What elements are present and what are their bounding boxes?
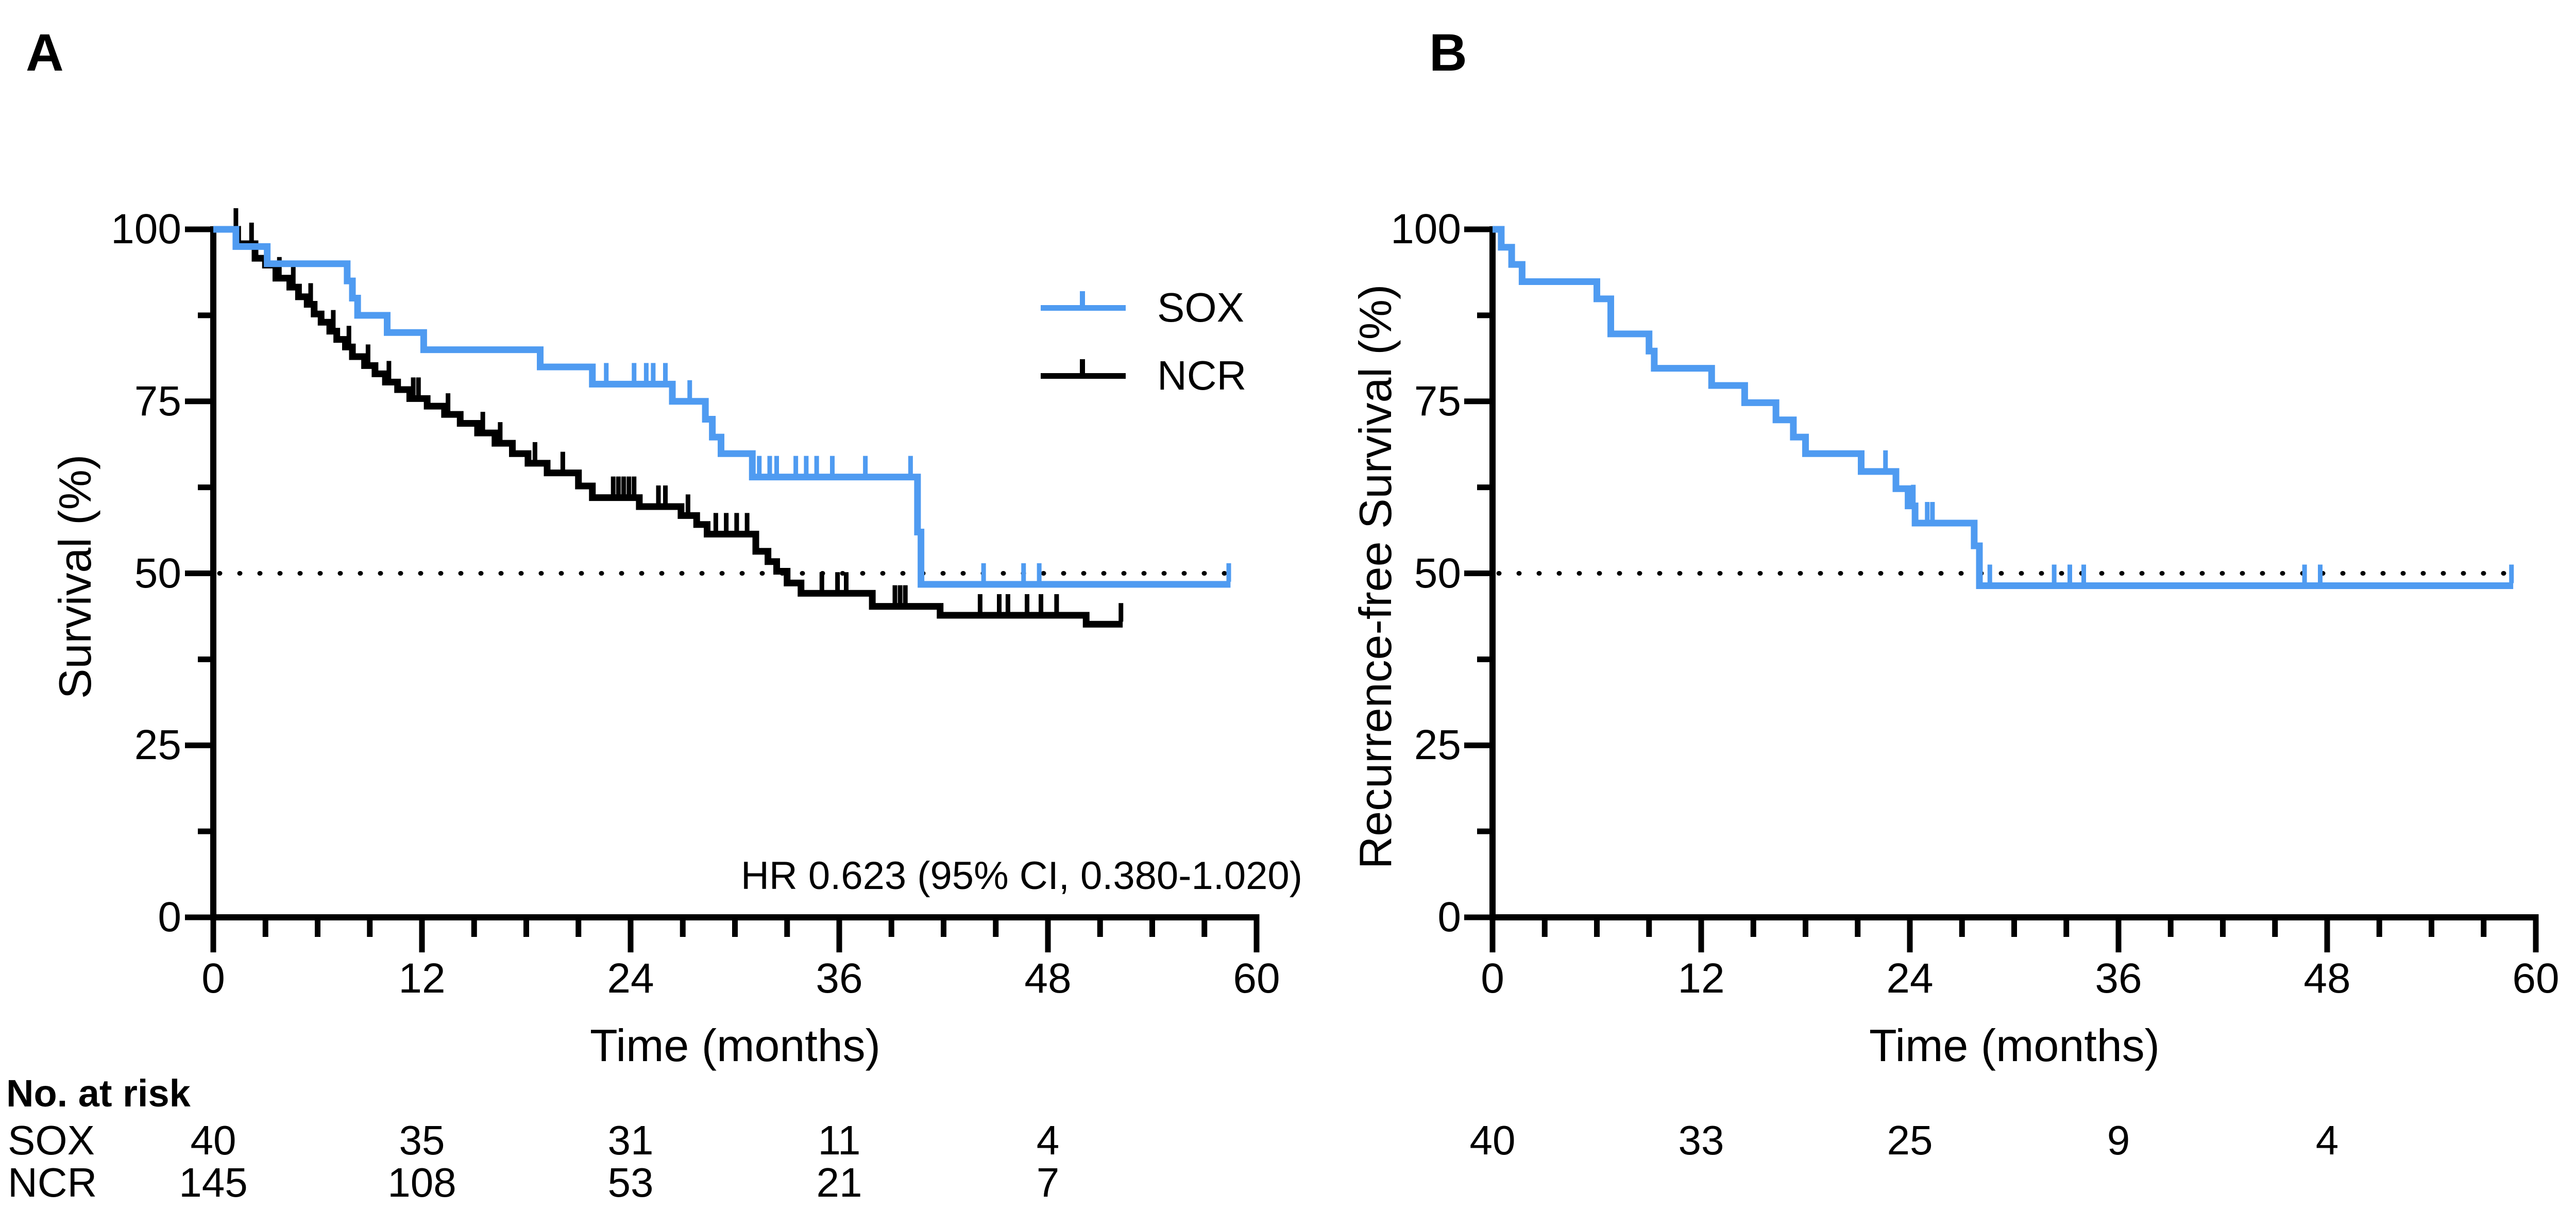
legend-line-ncr [1041, 373, 1126, 379]
y-tick-label: 0 [158, 894, 181, 941]
km-curve-sox [1493, 226, 2514, 590]
risk-count: 7 [1036, 1160, 1060, 1205]
y-tick-label: 50 [1414, 549, 1461, 597]
x-tick-label: 12 [398, 955, 446, 1002]
y-tick-label: 50 [134, 549, 181, 597]
legend-censor-tick-sox-icon [1080, 291, 1085, 308]
panel-b-x-axis-title: Time (months) [1869, 1020, 2160, 1071]
panel-a [185, 208, 1260, 952]
risk-count: 108 [387, 1160, 456, 1205]
km-curve-ncr [213, 226, 1123, 628]
x-tick-label: 12 [1677, 955, 1725, 1002]
x-tick-label: 48 [1024, 955, 1072, 1002]
risk-count: 31 [607, 1117, 654, 1163]
x-tick-label: 60 [2512, 955, 2560, 1002]
legend-label-ncr: NCR [1157, 353, 1247, 398]
y-tick-label: 0 [1437, 894, 1461, 941]
series-ncr [213, 208, 1124, 628]
risk-count: 53 [607, 1160, 654, 1205]
risk-count: 145 [179, 1160, 248, 1205]
risk-row-label-sox: SOX [8, 1117, 95, 1163]
x-tick-label: 36 [2095, 955, 2142, 1002]
legend-label-sox: SOX [1157, 284, 1244, 330]
series-sox [1493, 226, 2514, 590]
risk-count: 21 [816, 1160, 862, 1205]
no-at-risk-header: No. at risk [6, 1072, 191, 1115]
panel-a-x-axis-title: Time (months) [590, 1020, 880, 1071]
series-sox [213, 226, 1231, 588]
panel-b-letter: B [1429, 23, 1467, 82]
risk-count: 4 [1036, 1117, 1060, 1163]
panel-b [1464, 226, 2539, 952]
x-tick-label: 60 [1233, 955, 1280, 1002]
risk-count: 11 [818, 1117, 861, 1163]
risk-count: 33 [1678, 1117, 1724, 1163]
risk-count: 4 [2315, 1117, 2339, 1163]
risk-row-label-ncr: NCR [8, 1160, 97, 1205]
risk-count: 9 [2107, 1117, 2130, 1163]
panel-a-letter: A [26, 23, 64, 82]
y-tick-label: 75 [1414, 377, 1461, 425]
y-tick-label: 25 [134, 721, 181, 769]
x-tick-label: 24 [1886, 955, 1934, 1002]
y-tick-label: 100 [111, 206, 181, 253]
legend-censor-tick-ncr-icon [1080, 359, 1085, 376]
risk-count: 35 [399, 1117, 445, 1163]
risk-count: 40 [190, 1117, 236, 1163]
x-tick-label: 48 [2303, 955, 2351, 1002]
risk-count: 25 [1887, 1117, 1933, 1163]
hazard-ratio-annotation: HR 0.623 (95% CI, 0.380-1.020) [741, 854, 1302, 898]
y-tick-label: 25 [1414, 721, 1461, 769]
x-tick-label: 24 [607, 955, 654, 1002]
x-tick-label: 36 [816, 955, 863, 1002]
risk-count: 40 [1469, 1117, 1516, 1163]
legend-line-sox [1041, 305, 1126, 311]
y-tick-label: 75 [134, 377, 181, 425]
km-curve-sox [213, 226, 1231, 588]
y-tick-label: 100 [1391, 206, 1461, 253]
x-tick-label: 0 [201, 955, 225, 1002]
x-tick-label: 0 [1481, 955, 1504, 1002]
